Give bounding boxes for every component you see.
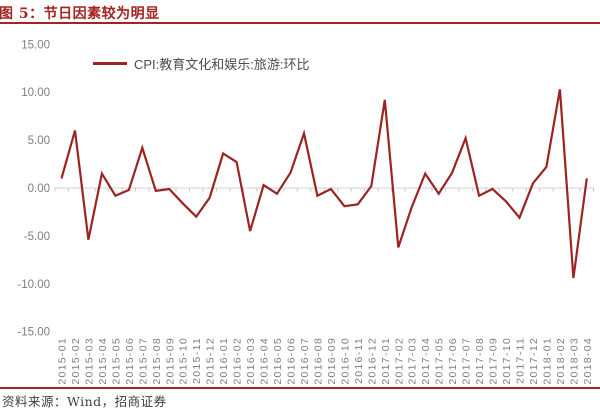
x-axis-label: 2016-10 xyxy=(339,337,351,385)
x-axis-label: 2015-09 xyxy=(164,337,176,385)
x-axis-label: 2017-02 xyxy=(393,337,405,385)
x-axis-label: 2016-09 xyxy=(326,337,338,385)
x-axis-label: 2017-08 xyxy=(474,337,486,385)
x-axis-label: 2015-08 xyxy=(151,337,163,385)
y-axis-label: 15.00 xyxy=(21,39,50,51)
legend-line-swatch xyxy=(93,62,127,65)
x-axis-label: 2018-03 xyxy=(568,337,580,385)
x-axis-label: 2018-04 xyxy=(582,337,594,385)
x-axis-label: 2017-07 xyxy=(461,337,473,385)
legend-label: CPI:教育文化和娱乐:旅游:环比 xyxy=(134,57,310,72)
x-axis-label: 2018-02 xyxy=(555,337,567,385)
x-axis-label: 2017-03 xyxy=(407,337,419,385)
x-axis-label: 2015-02 xyxy=(70,337,82,385)
y-axis-label: 10.00 xyxy=(21,87,50,99)
x-axis-label: 2017-12 xyxy=(528,337,540,385)
x-axis-label: 2016-12 xyxy=(366,337,378,385)
x-axis-label: 2017-05 xyxy=(434,337,446,385)
y-axis-label: -15.00 xyxy=(17,327,50,339)
x-axis-label: 2017-04 xyxy=(420,337,432,385)
x-axis-label: 2017-09 xyxy=(488,337,500,385)
x-axis-label: 2015-10 xyxy=(178,337,190,385)
x-axis-label: 2018-01 xyxy=(541,337,553,385)
figure-title: 图 5：节日因素较为明显 xyxy=(0,6,160,22)
cpi-tourism-mom-line xyxy=(60,89,588,279)
x-axis-label: 2017-10 xyxy=(501,337,513,385)
x-axis-label: 2017-01 xyxy=(380,337,392,385)
footer-divider xyxy=(0,387,600,389)
title-divider xyxy=(0,22,600,24)
x-axis-label: 2016-07 xyxy=(299,337,311,385)
y-axis-label: 5.00 xyxy=(28,135,50,147)
x-axis-label: 2015-01 xyxy=(57,337,69,385)
x-axis-label: 2016-06 xyxy=(286,337,298,385)
y-axis-label: -10.00 xyxy=(17,279,50,291)
x-axis-label: 2015-04 xyxy=(97,337,109,385)
x-axis-label: 2016-01 xyxy=(218,337,230,385)
x-axis-label: 2015-06 xyxy=(124,337,136,385)
y-axis-label: 0.00 xyxy=(28,183,50,195)
x-axis-label: 2015-05 xyxy=(110,337,122,385)
x-axis-label: 2017-06 xyxy=(447,337,459,385)
x-axis-label: 2015-03 xyxy=(83,337,95,385)
x-axis-label: 2015-07 xyxy=(137,337,149,385)
x-axis-label: 2017-11 xyxy=(515,337,527,384)
x-axis-label: 2015-12 xyxy=(205,337,217,385)
x-axis-label: 2016-02 xyxy=(232,337,244,385)
x-axis-label: 2015-11 xyxy=(191,337,203,384)
source-note: 资料来源：Wind，招商证券 xyxy=(2,394,167,409)
y-axis-label: -5.00 xyxy=(24,231,50,243)
x-axis-label: 2016-04 xyxy=(259,337,271,385)
x-axis-label: 2016-08 xyxy=(312,337,324,385)
x-axis-label: 2016-03 xyxy=(245,337,257,385)
x-axis-label: 2016-05 xyxy=(272,337,284,385)
chart-legend: CPI:教育文化和娱乐:旅游:环比 xyxy=(93,54,310,73)
x-axis-label: 2016-11 xyxy=(353,337,365,384)
